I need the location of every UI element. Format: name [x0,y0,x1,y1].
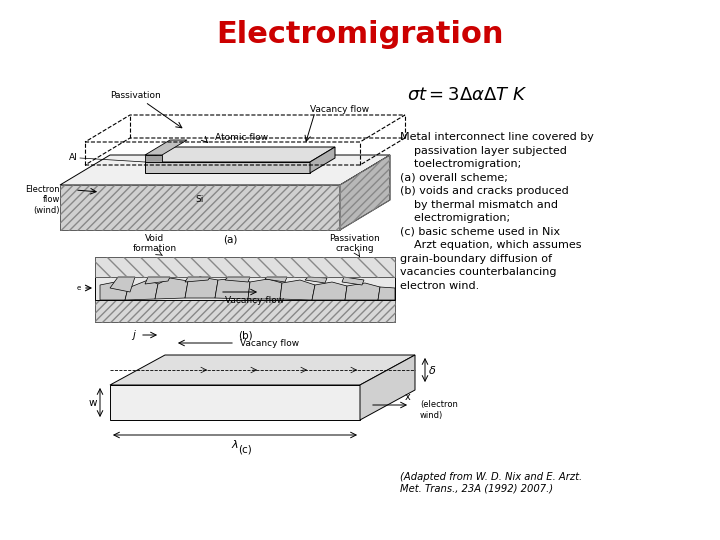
Text: toelectromigration;: toelectromigration; [400,159,521,170]
Polygon shape [312,282,347,300]
Text: Met. Trans., 23A (1992) 2007.): Met. Trans., 23A (1992) 2007.) [400,483,553,494]
Polygon shape [345,283,380,300]
Text: Atomic flow: Atomic flow [215,133,268,143]
Text: (c): (c) [238,445,252,455]
Text: w: w [89,397,97,408]
Polygon shape [110,355,415,385]
Polygon shape [95,300,395,322]
Text: e: e [77,285,81,291]
Polygon shape [60,185,340,230]
Text: Al: Al [69,153,78,163]
Text: (b): (b) [238,330,252,340]
Text: Electron
flow
(wind): Electron flow (wind) [25,185,60,215]
Text: Vacancy flow: Vacancy flow [225,296,284,305]
Text: Vacancy flow: Vacancy flow [310,105,369,114]
Text: (a) overall scheme;: (a) overall scheme; [400,173,508,183]
Text: Void
formation: Void formation [133,234,177,253]
Text: electromigration;: electromigration; [400,213,510,224]
Text: (electron
wind): (electron wind) [420,400,458,420]
Text: Metal interconnect line covered by: Metal interconnect line covered by [400,132,593,143]
Polygon shape [340,155,390,230]
Text: Passivation
cracking: Passivation cracking [330,234,380,253]
Polygon shape [185,277,218,298]
Polygon shape [185,277,210,282]
Text: (b) voids and cracks produced: (b) voids and cracks produced [400,186,568,197]
Polygon shape [310,147,335,173]
Polygon shape [360,355,415,420]
Polygon shape [95,277,395,300]
Polygon shape [145,277,170,284]
Polygon shape [100,282,128,300]
Text: j: j [132,330,135,340]
Text: (a): (a) [222,235,237,245]
Polygon shape [305,277,327,283]
Text: Si: Si [196,195,204,205]
Text: $\delta$: $\delta$ [428,364,436,376]
Text: $\sigma t = 3\Delta\alpha\Delta T\ K$: $\sigma t = 3\Delta\alpha\Delta T\ K$ [407,85,527,104]
Polygon shape [145,155,162,162]
Text: Vacancy flow: Vacancy flow [240,339,299,348]
Text: $\lambda$: $\lambda$ [231,438,239,450]
Text: by thermal mismatch and: by thermal mismatch and [400,200,557,210]
Polygon shape [110,385,360,420]
Polygon shape [155,278,188,299]
Text: Arzt equation, which assumes: Arzt equation, which assumes [400,240,581,251]
Polygon shape [145,147,335,162]
Text: (c) basic scheme used in Nix: (c) basic scheme used in Nix [400,227,559,237]
Polygon shape [265,277,287,282]
Polygon shape [60,155,390,185]
Text: Electromigration: Electromigration [216,20,504,49]
Polygon shape [342,277,364,285]
Polygon shape [110,277,135,292]
Polygon shape [280,280,315,300]
Polygon shape [145,140,187,155]
Text: electron wind.: electron wind. [400,281,479,291]
Polygon shape [378,287,395,300]
Text: x: x [405,392,410,402]
Polygon shape [248,279,282,299]
Text: Passivation: Passivation [110,91,161,100]
Polygon shape [145,162,310,173]
Polygon shape [95,257,395,277]
Text: grain-boundary diffusion of: grain-boundary diffusion of [400,254,552,264]
Polygon shape [125,280,158,300]
Polygon shape [215,278,250,299]
Text: vacancies counterbalancing: vacancies counterbalancing [400,267,556,278]
Polygon shape [225,277,250,282]
Text: (Adapted from W. D. Nix and E. Arzt.: (Adapted from W. D. Nix and E. Arzt. [400,472,582,483]
Text: passivation layer subjected: passivation layer subjected [400,146,567,156]
